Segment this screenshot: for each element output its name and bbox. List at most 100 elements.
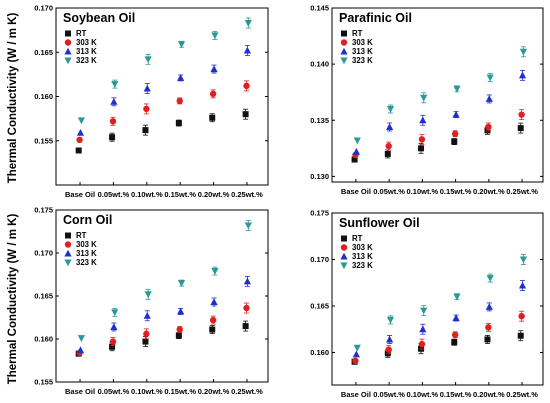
data-point [519, 256, 528, 264]
chart-sunflower-oil: 0.160 0.165 0.170 0.175 Base Oil 0.05wt.% 0.10… [310, 209, 544, 399]
data-point [76, 128, 85, 136]
data-point [143, 330, 150, 338]
data-point [142, 338, 149, 345]
legend-label: RT [76, 29, 87, 38]
series-303-k [352, 310, 525, 365]
data-point [485, 95, 493, 102]
data-point [176, 326, 183, 333]
data-point [352, 357, 359, 365]
data-point [518, 313, 525, 320]
x-tick-label: Base Oil [341, 187, 371, 196]
x-tick-label: 0.25wt.% [231, 387, 263, 396]
chart-title: Soybean Oil [63, 11, 135, 25]
y-tick-label: 0.160 [34, 335, 53, 344]
data-point [110, 323, 118, 330]
data-point [209, 90, 217, 98]
data-point [452, 110, 460, 118]
legend-marker-323-k [64, 57, 72, 65]
legend-label: RT [352, 29, 363, 38]
data-point [111, 309, 119, 317]
data-point [384, 150, 391, 157]
y-tick-label: 0.135 [310, 116, 329, 125]
legend-marker-rt [341, 30, 347, 37]
plot-frame [331, 212, 544, 386]
y-tick-label: 0.170 [34, 4, 53, 13]
series-rt [75, 108, 249, 154]
legend-label: 313 K [352, 252, 373, 261]
data-point [244, 222, 252, 230]
series-303-k [76, 80, 250, 144]
chart-parafinic-oil: 0.130 0.135 0.140 0.145 Base Oil 0.05wt.% 0.10… [310, 4, 544, 196]
data-point [175, 120, 182, 127]
x-tick-label: 0.10wt.% [131, 387, 163, 396]
data-point [385, 142, 392, 150]
legend-marker-303-k [64, 39, 72, 46]
x-tick-label: Base Oil [341, 390, 371, 399]
data-point [452, 314, 460, 322]
data-point [353, 344, 361, 352]
legend-label: 303 K [352, 243, 373, 252]
data-point [109, 338, 117, 345]
data-point [353, 137, 361, 145]
legend-label: 323 K [352, 56, 373, 65]
x-tick-label: 0.15wt.% [164, 190, 196, 199]
series-323-k [353, 254, 528, 352]
y-tick-label: 0.160 [34, 92, 53, 101]
data-point [484, 336, 491, 343]
data-point [451, 138, 458, 145]
data-point [242, 111, 249, 118]
data-point [177, 74, 185, 81]
data-point [177, 307, 185, 315]
y-tick-label: 0.160 [310, 348, 329, 357]
data-point [485, 303, 493, 310]
legend-marker-303-k [340, 244, 348, 251]
series-rt [351, 122, 524, 163]
y-tick-label: 0.140 [310, 60, 329, 69]
data-point [451, 331, 459, 338]
data-point [144, 291, 152, 299]
data-point [242, 323, 249, 330]
data-point [211, 268, 219, 275]
legend-marker-313-k [340, 252, 348, 260]
data-point [453, 293, 461, 301]
data-point [517, 332, 524, 339]
legend-label: 323 K [76, 258, 97, 267]
data-point [177, 280, 186, 287]
y-axis-label-top: Thermal Conductivity (W / m K) [7, 13, 19, 184]
data-point [210, 65, 218, 73]
data-point [352, 350, 360, 358]
data-point [209, 316, 217, 324]
data-point [518, 111, 525, 118]
legend-marker-313-k [340, 47, 348, 55]
legend-marker-rt [65, 30, 71, 37]
chart-title: Corn Oil [63, 213, 112, 227]
y-tick-label: 0.155 [34, 136, 53, 145]
y-tick-label: 0.170 [34, 249, 53, 258]
data-point [351, 156, 358, 163]
data-point [77, 335, 85, 342]
data-point [386, 335, 394, 343]
series-323-k [77, 220, 252, 342]
legend-label: 303 K [76, 38, 97, 47]
data-point [209, 326, 216, 333]
data-point [243, 277, 252, 285]
y-tick-label: 0.170 [310, 255, 329, 264]
y-axis-label-bottom: Thermal Conductivity (W / m K) [7, 214, 19, 385]
legend-label: 303 K [352, 38, 373, 47]
data-point [210, 298, 218, 306]
x-tick-label: 0.20wt.% [198, 190, 230, 199]
series-313-k [76, 275, 252, 354]
legend-label: 313 K [76, 47, 97, 56]
data-point [386, 106, 395, 113]
data-point [111, 81, 119, 88]
data-point [243, 46, 252, 54]
x-tick-label: 0.10wt.% [407, 187, 439, 196]
data-point [386, 316, 395, 324]
series-323-k [353, 46, 528, 145]
y-tick-label: 0.175 [34, 206, 53, 215]
x-tick-label: 0.10wt.% [407, 390, 439, 399]
